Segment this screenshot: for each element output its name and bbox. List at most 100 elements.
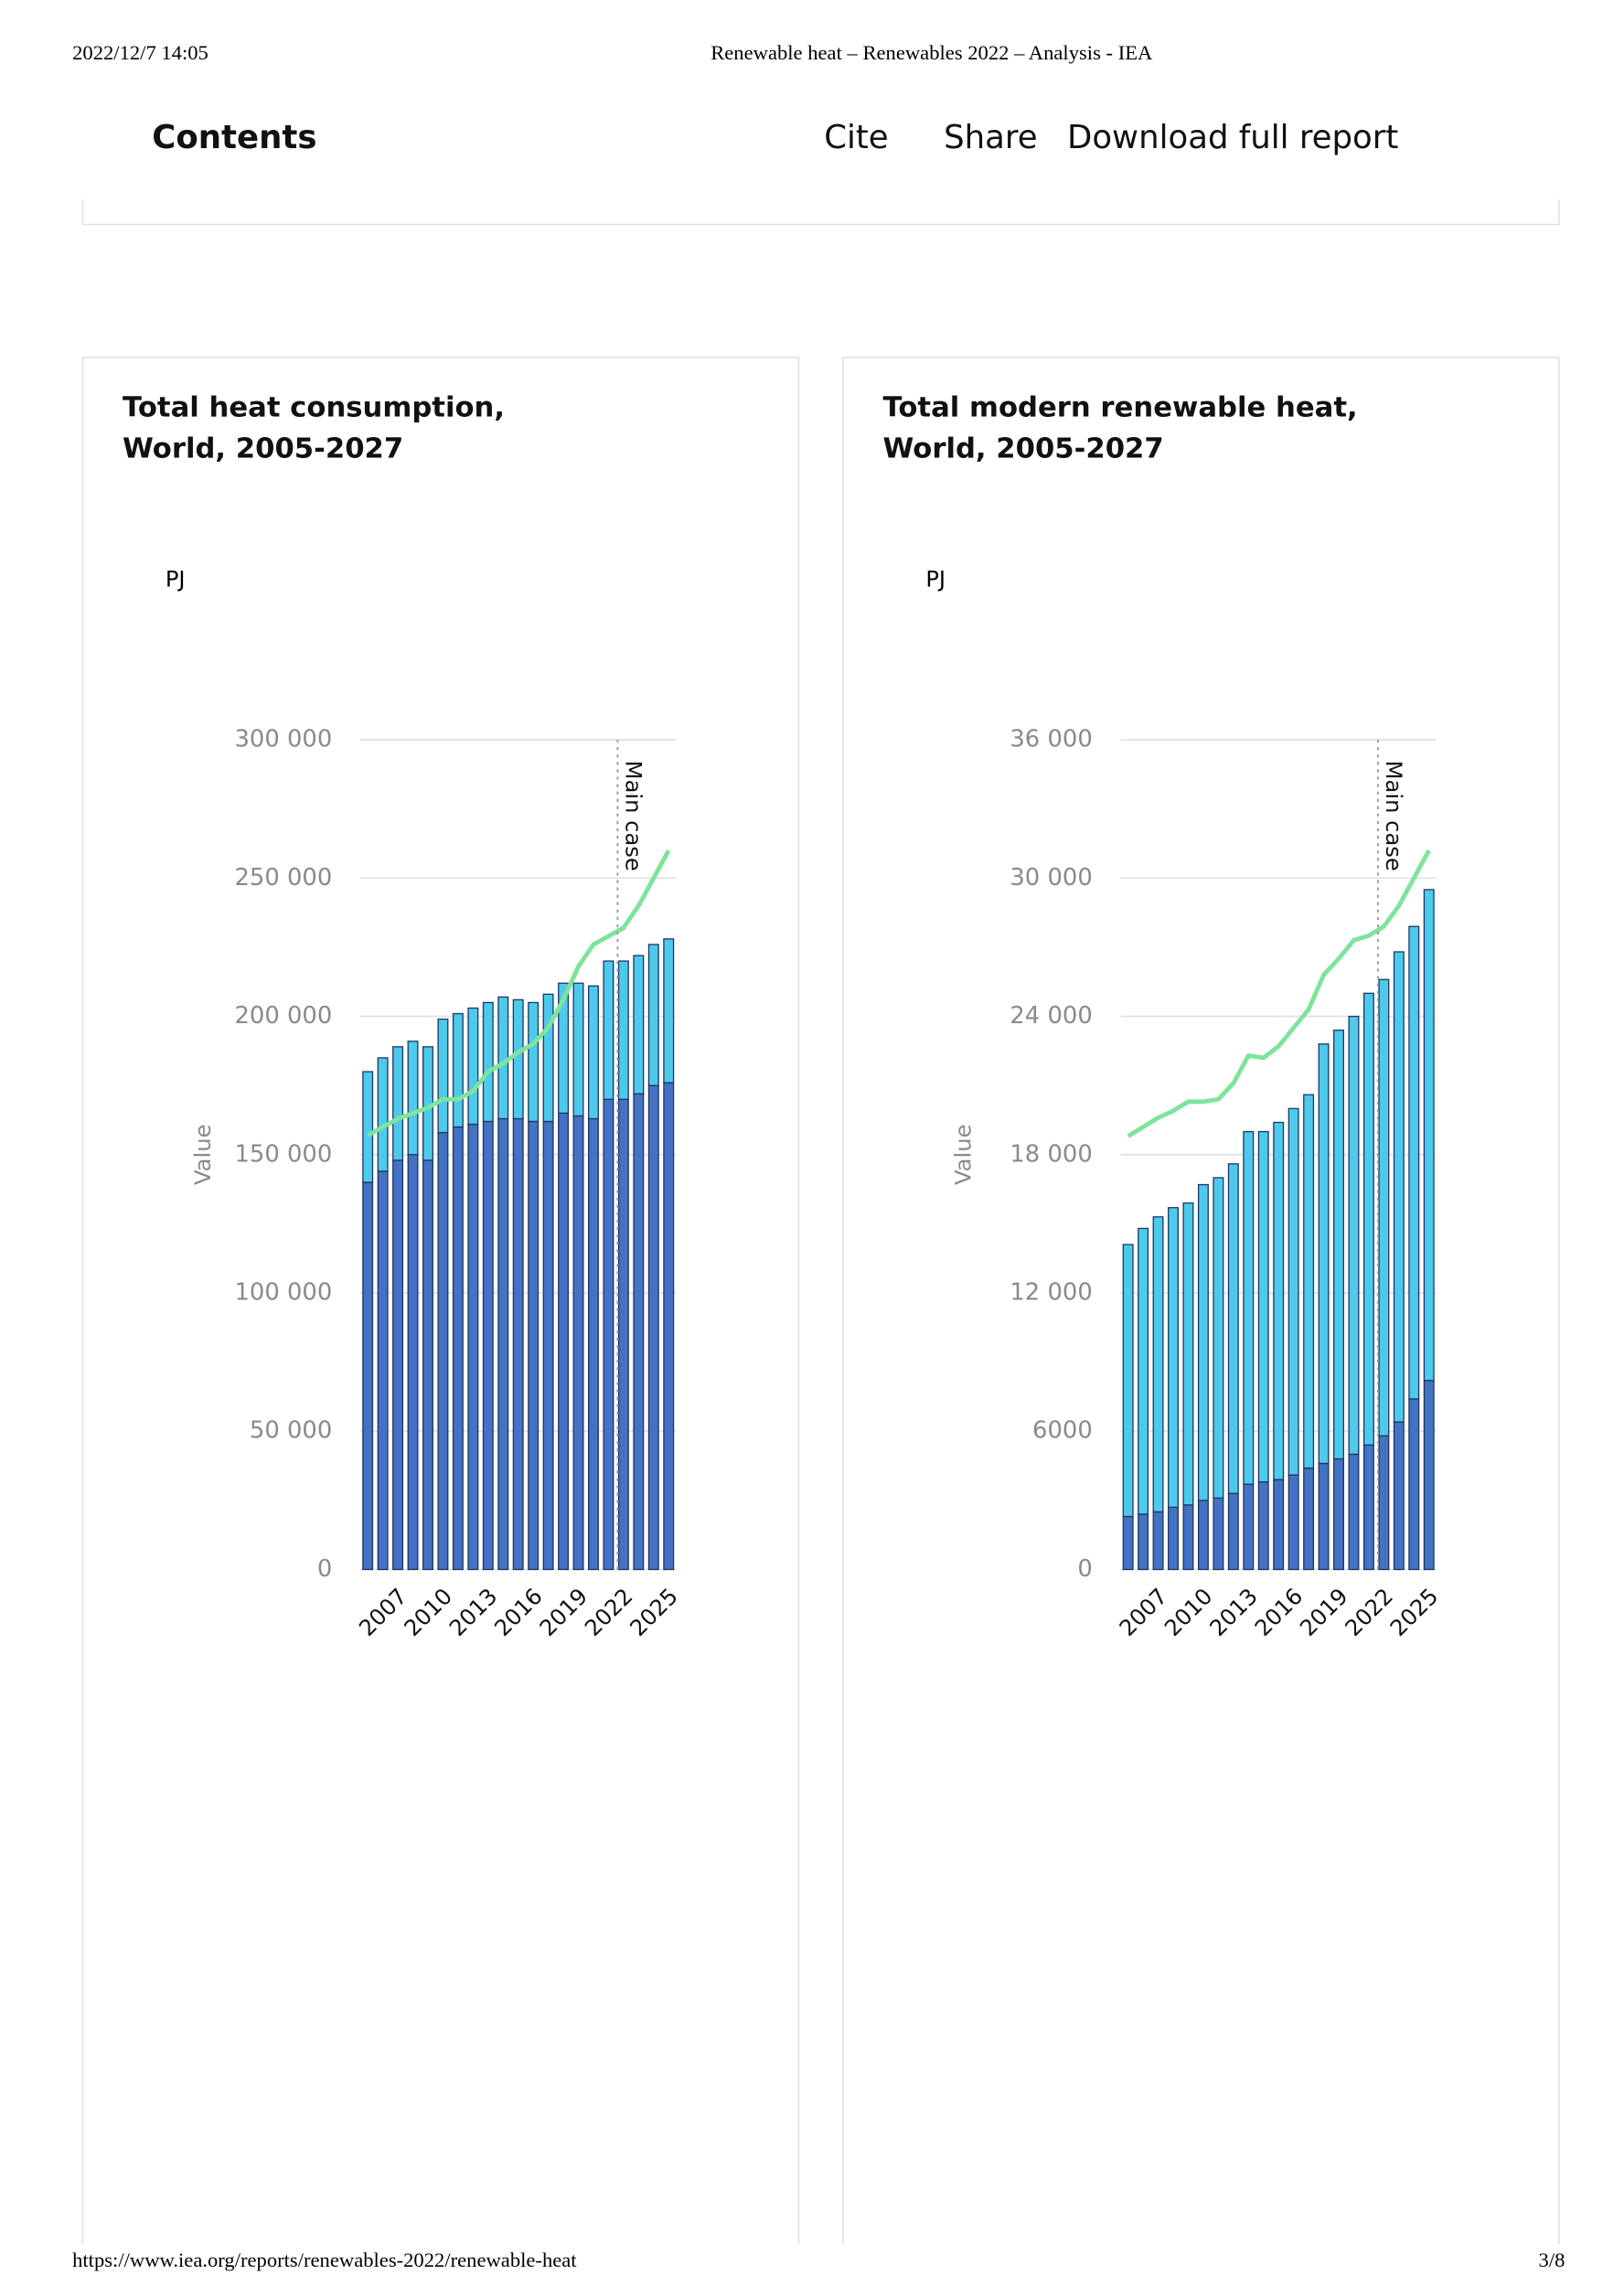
bar-segment	[1273, 1479, 1285, 1571]
annotation-label: Main case	[1381, 761, 1406, 871]
bar-segment	[1152, 1511, 1164, 1571]
bar-segment	[467, 1123, 479, 1571]
bar-segment	[1138, 1227, 1149, 1515]
bar-segment	[1152, 1216, 1164, 1513]
bar-segment	[1393, 951, 1405, 1423]
bar-segment	[1287, 1107, 1299, 1476]
chart-title: Total modern renewable heat, World, 2005…	[882, 391, 1358, 465]
bar-segment	[1197, 1183, 1209, 1501]
bar-segment	[497, 1117, 509, 1571]
y-tick-label: 12 000	[1010, 1278, 1092, 1306]
bar-segment	[1348, 1453, 1360, 1571]
bar-segment	[1423, 889, 1435, 1382]
bar-segment	[1362, 992, 1374, 1446]
bar-segment	[437, 1018, 449, 1134]
bar-segment	[1378, 978, 1390, 1436]
x-tick-label: 2025	[1385, 1584, 1443, 1641]
bar-segment	[1333, 1030, 1344, 1460]
line-series	[1127, 849, 1431, 1138]
print-url: https://www.iea.org/reports/renewables-2…	[72, 2248, 577, 2271]
bar-segment	[617, 960, 629, 1100]
bar-segment	[377, 1170, 389, 1571]
bar-segment	[1227, 1163, 1239, 1494]
bar-segment	[452, 1126, 464, 1571]
y-tick-label: 300 000	[234, 726, 332, 753]
unit-label: PJ	[166, 567, 186, 593]
download-link[interactable]: Download full report	[1067, 119, 1398, 156]
bar-segment	[1213, 1177, 1224, 1499]
y-tick-label: 50 000	[250, 1417, 332, 1445]
bar-segment	[1303, 1467, 1315, 1571]
x-tick-label: 2022	[580, 1584, 637, 1641]
bar-segment	[1168, 1207, 1179, 1509]
bar-segment	[1182, 1202, 1194, 1506]
bar-segment	[1213, 1497, 1224, 1571]
bar-segment	[1318, 1043, 1330, 1465]
share-link[interactable]: Share	[944, 119, 1038, 156]
bar-segment	[572, 1115, 584, 1571]
card-border	[842, 357, 1560, 2245]
bar-segment	[1122, 1244, 1134, 1518]
x-tick-label: 2016	[1250, 1584, 1308, 1641]
bar-segment	[392, 1046, 404, 1161]
bar-segment	[647, 1084, 659, 1571]
chart-title-box: Total heat consumption, World, 2005-2027	[123, 391, 506, 465]
bar-segment	[467, 1007, 479, 1126]
bar-segment	[497, 996, 509, 1120]
x-tick-label: 2022	[1341, 1584, 1398, 1641]
cite-link[interactable]: Cite	[824, 119, 888, 156]
x-tick-label: 2019	[535, 1584, 593, 1641]
bar-segment	[512, 998, 524, 1120]
y-tick-label: 24 000	[1010, 1002, 1092, 1030]
bar-segment	[482, 1120, 494, 1571]
bar-segment	[1348, 1015, 1360, 1456]
bar-segment	[1378, 1435, 1390, 1571]
contents-link[interactable]: Contents	[152, 119, 316, 156]
bar-segment	[528, 1120, 540, 1571]
bar-segment	[1182, 1504, 1194, 1571]
bar-segment	[377, 1057, 389, 1172]
bar-segment	[1408, 1398, 1420, 1571]
y-tick-label: 100 000	[234, 1278, 332, 1306]
bar-segment	[1333, 1458, 1344, 1571]
bar-segment	[542, 1120, 554, 1571]
bar-segment	[1362, 1444, 1374, 1571]
bar-segment	[1227, 1492, 1239, 1571]
bar-segment	[1303, 1094, 1315, 1469]
bar-segment	[647, 944, 659, 1086]
bar-segment	[542, 993, 554, 1123]
chart-title-box: Total modern renewable heat, World, 2005…	[882, 391, 1358, 465]
bar-segment	[558, 1112, 570, 1571]
bar-segment	[1168, 1506, 1179, 1571]
y-tick-label: 150 000	[234, 1140, 332, 1168]
bar-segment	[1408, 925, 1420, 1400]
bar-segment	[603, 960, 614, 1100]
bar-segment	[437, 1131, 449, 1571]
print-title: Renewable heat – Renewables 2022 – Analy…	[710, 41, 1153, 64]
bar-segment	[452, 1012, 464, 1128]
bar-segment	[1243, 1130, 1255, 1485]
bar-segment	[528, 1001, 540, 1123]
bar-segment	[1393, 1421, 1405, 1571]
bar-segment	[558, 982, 570, 1115]
x-tick-label: 2016	[489, 1584, 547, 1641]
bar-segment	[1122, 1515, 1134, 1571]
y-tick-label: 0	[1077, 1555, 1092, 1583]
bar-segment	[407, 1154, 419, 1571]
bar-segment	[633, 1093, 645, 1571]
bar-segment	[407, 1041, 419, 1156]
y-tick-label: 18 000	[1010, 1140, 1092, 1168]
y-tick-label: 36 000	[1010, 726, 1092, 753]
bar-segment	[633, 955, 645, 1095]
annotation-label: Main case	[621, 761, 646, 871]
bar-segment	[1423, 1380, 1435, 1571]
bar-segment	[1257, 1130, 1269, 1483]
line-series	[367, 849, 671, 1137]
bar-segment	[663, 1082, 675, 1571]
print-date: 2022/12/7 14:05	[72, 41, 208, 64]
x-tick-label: 2007	[354, 1584, 411, 1641]
bar-segment	[617, 1098, 629, 1571]
x-tick-label: 2019	[1295, 1584, 1352, 1641]
chart-title: Total heat consumption, World, 2005-2027	[123, 391, 506, 465]
